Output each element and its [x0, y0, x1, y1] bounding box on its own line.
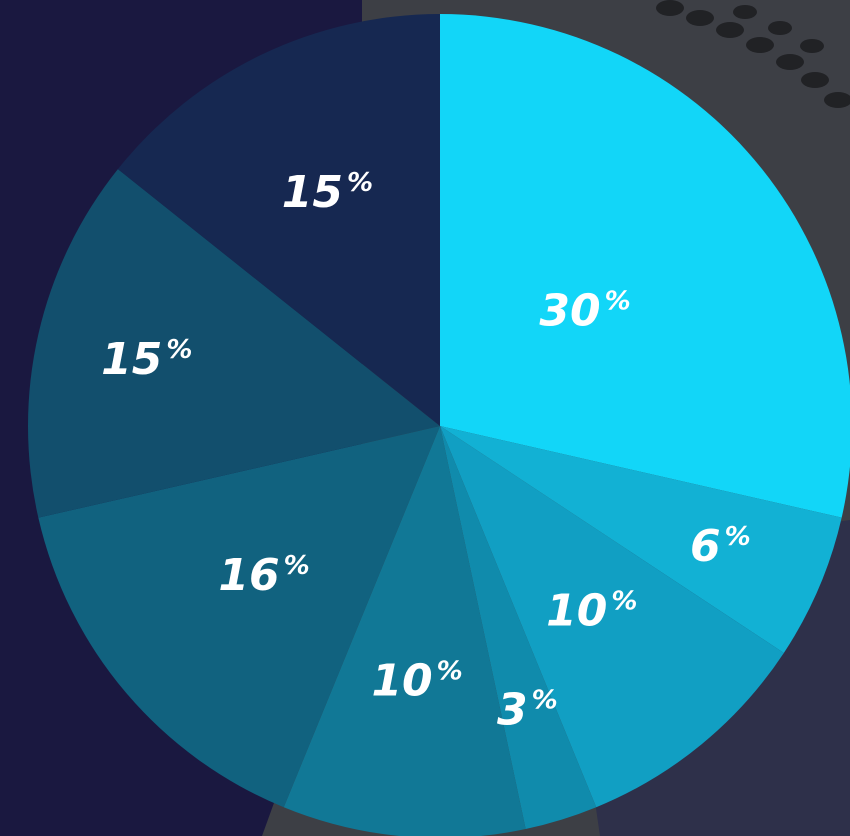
slice-unit: % [605, 286, 631, 316]
pie-slice-label-4: 3% [497, 685, 558, 736]
pie-slice-label-5: 10% [371, 655, 462, 706]
pie-slice-label-1: 30% [539, 285, 630, 336]
slice-value: 15 [282, 167, 343, 218]
slice-value: 15 [101, 334, 162, 385]
slice-value: 6 [690, 521, 721, 572]
slice-unit: % [532, 686, 558, 716]
pie-slice-label-8: 15% [282, 167, 373, 218]
pie-slice-5 [283, 426, 526, 836]
slice-value: 10 [546, 586, 607, 637]
pie-slice-2 [440, 426, 842, 653]
slice-value: 3 [497, 685, 528, 736]
slice-unit: % [166, 335, 192, 365]
slice-unit: % [437, 656, 463, 686]
pie-slice-label-2: 6% [690, 521, 751, 572]
slice-unit: % [284, 551, 310, 581]
pie-slice-8 [117, 14, 440, 426]
pie-slice-3 [440, 426, 784, 808]
pie-slice-label-7: 15% [101, 334, 192, 385]
pie-slice-7 [28, 169, 440, 518]
pie-slice-6 [38, 426, 440, 808]
pie-slice-1 [440, 14, 850, 518]
slice-value: 30 [539, 285, 600, 336]
pie-slices [28, 14, 850, 836]
slice-unit: % [611, 587, 637, 617]
slice-value: 10 [371, 655, 432, 706]
pie-slice-label-3: 10% [546, 586, 637, 637]
pie-slice-4 [440, 426, 597, 829]
slice-value: 16 [218, 550, 279, 601]
slice-unit: % [347, 168, 373, 198]
slice-unit: % [725, 522, 751, 552]
pie-slice-label-6: 16% [218, 550, 309, 601]
pie-labels: 30 %6 %10 %3 %10 %16 %15 %15% [101, 167, 750, 735]
